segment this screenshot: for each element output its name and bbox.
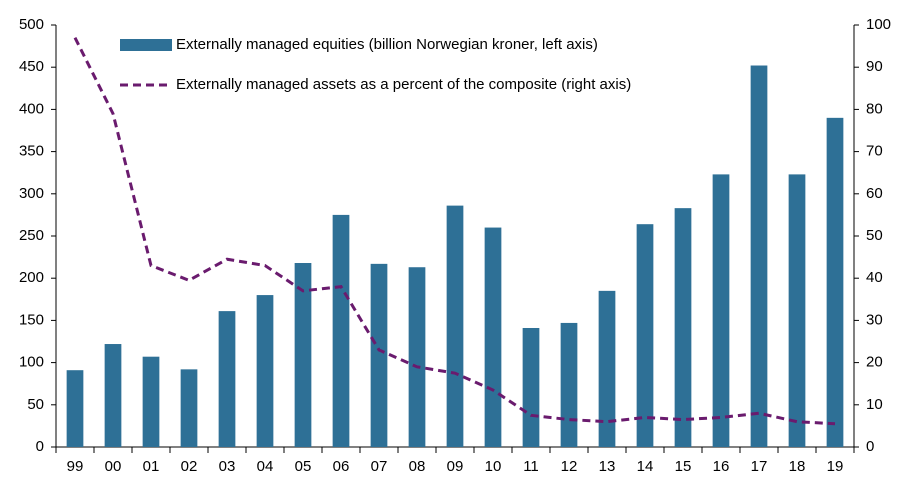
x-tick-label: 17	[751, 458, 768, 475]
y-tick-label: 300	[19, 185, 44, 202]
x-tick-label: 07	[371, 458, 388, 475]
y-tick-label: 350	[19, 143, 44, 160]
y2-tick-label: 70	[866, 143, 883, 160]
bar	[484, 227, 502, 447]
bar	[180, 369, 198, 447]
bar	[332, 214, 350, 447]
bar	[712, 174, 730, 447]
bar	[522, 327, 540, 447]
x-tick-label: 08	[409, 458, 426, 475]
legend-label: Externally managed equities (billion Nor…	[176, 36, 598, 53]
x-tick-label: 12	[561, 458, 578, 475]
y2-tick-label: 40	[866, 269, 883, 286]
bar	[104, 344, 122, 447]
legend-swatch	[120, 39, 172, 51]
x-tick-label: 00	[105, 458, 122, 475]
x-tick-label: 99	[67, 458, 84, 475]
y-tick-label: 450	[19, 58, 44, 75]
x-tick-label: 14	[637, 458, 654, 475]
y2-tick-label: 10	[866, 396, 883, 413]
x-tick-label: 04	[257, 458, 274, 475]
y2-tick-label: 50	[866, 227, 883, 244]
bar	[674, 208, 692, 447]
y-tick-label: 250	[19, 227, 44, 244]
y-tick-label: 500	[19, 16, 44, 33]
x-tick-label: 05	[295, 458, 312, 475]
bar	[142, 356, 160, 447]
bar	[750, 65, 768, 448]
line	[73, 36, 836, 426]
bar	[408, 267, 426, 447]
bar	[66, 370, 84, 447]
bar	[788, 174, 806, 447]
x-tick-label: 15	[675, 458, 692, 475]
x-tick-label: 16	[713, 458, 730, 475]
y2-tick-label: 20	[866, 354, 883, 371]
y2-tick-label: 60	[866, 185, 883, 202]
y-tick-label: 200	[19, 269, 44, 286]
bar	[218, 311, 236, 447]
x-tick-label: 09	[447, 458, 464, 475]
y2-tick-label: 80	[866, 100, 883, 117]
y2-tick-label: 100	[866, 16, 891, 33]
y2-tick-label: 0	[866, 438, 874, 455]
bar	[826, 117, 844, 447]
x-tick-label: 19	[827, 458, 844, 475]
bar	[560, 322, 578, 447]
bar	[598, 290, 616, 447]
x-tick-label: 11	[523, 458, 539, 475]
bar	[256, 295, 274, 447]
y-tick-label: 150	[19, 311, 44, 328]
x-tick-label: 13	[599, 458, 616, 475]
y2-tick-label: 90	[866, 58, 883, 75]
y-tick-label: 100	[19, 354, 44, 371]
x-tick-label: 10	[485, 458, 502, 475]
bar	[370, 263, 388, 447]
x-tick-label: 03	[219, 458, 236, 475]
x-tick-label: 06	[333, 458, 350, 475]
bar	[294, 263, 312, 447]
y-tick-label: 400	[19, 100, 44, 117]
x-tick-label: 01	[143, 458, 160, 475]
y-tick-label: 0	[36, 438, 44, 455]
bar	[446, 205, 464, 447]
bar	[636, 224, 654, 447]
legend-label: Externally managed assets as a percent o…	[176, 76, 631, 93]
x-tick-label: 18	[789, 458, 806, 475]
y2-tick-label: 30	[866, 311, 883, 328]
y-tick-label: 50	[27, 396, 44, 413]
x-tick-label: 02	[181, 458, 198, 475]
